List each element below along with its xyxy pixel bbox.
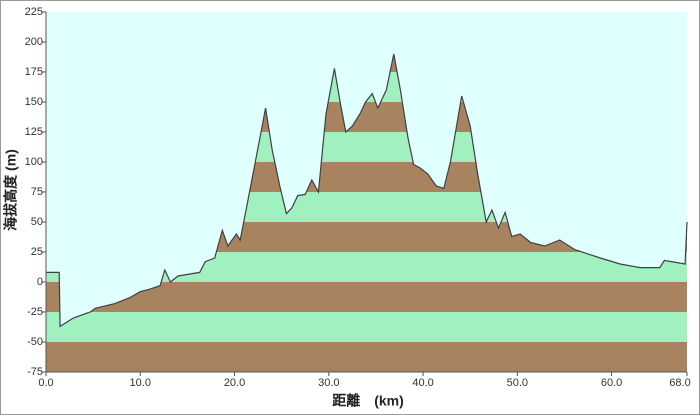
x-tick-label: 50.0 [507,377,528,389]
y-tick-label: -50 [27,336,43,348]
elevation-band [46,342,687,372]
y-tick-label: 175 [25,66,43,78]
y-tick-label: 225 [25,6,43,18]
y-tick-label: 25 [31,246,43,258]
x-tick-label: 68.0 [669,377,690,389]
y-axis-title: 海拔高度 (m) [3,149,19,231]
y-tick-label: 0 [37,276,43,288]
y-tick-label: 50 [31,216,43,228]
x-tick-label: 30.0 [318,377,339,389]
x-tick-label: 0.0 [38,377,53,389]
x-tick-label: 10.0 [130,377,151,389]
x-tick-label: 40.0 [412,377,433,389]
y-tick-label: 75 [31,186,43,198]
y-tick-label: -75 [27,366,43,378]
y-tick-label: 100 [25,156,43,168]
y-tick-label: 125 [25,126,43,138]
x-axis-title: 距離 (km) [332,393,404,409]
y-tick-label: 150 [25,96,43,108]
y-tick-label: -25 [27,306,43,318]
elevation-profile [46,53,688,328]
x-tick-label: 60.0 [601,377,622,389]
y-tick-label: 200 [25,36,43,48]
elevation-band [46,312,687,342]
x-tick-label: 20.0 [224,377,245,389]
